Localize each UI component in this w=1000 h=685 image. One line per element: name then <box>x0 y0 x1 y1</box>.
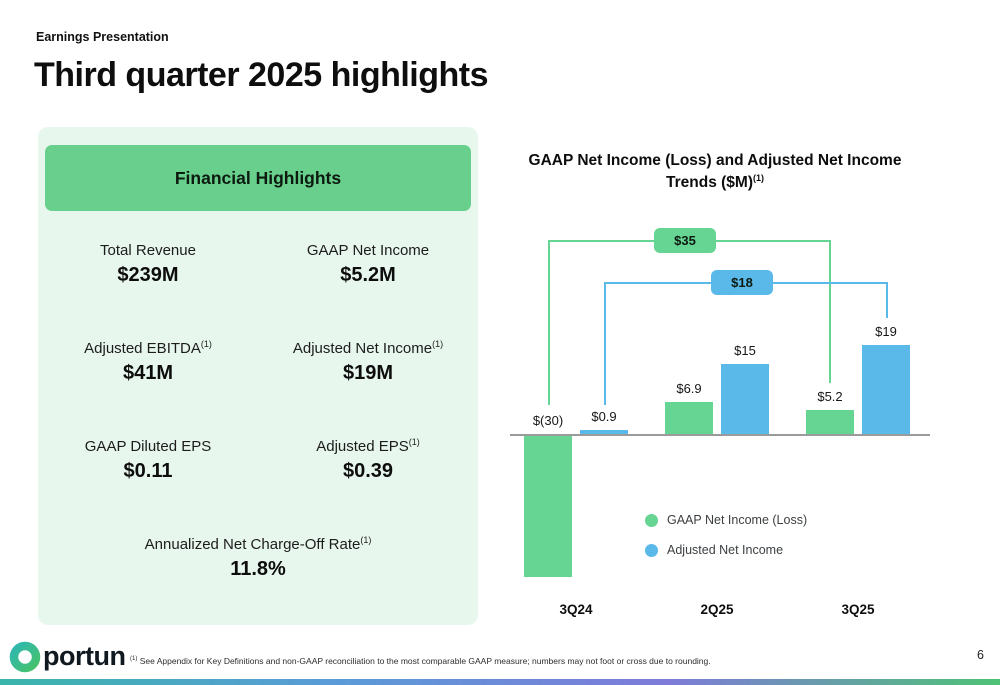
bar-value-label: $6.9 <box>676 380 702 396</box>
metric-value: $41M <box>122 362 174 384</box>
page-number: 6 <box>977 648 984 662</box>
category-label-3q25: 3Q25 <box>841 602 875 617</box>
bar-value-label: $0.9 <box>591 408 617 424</box>
category-label-2q25: 2Q25 <box>700 602 734 617</box>
panel-header: Financial Highlights <box>45 145 471 211</box>
metric-gaap-diluted-eps: GAAP Diluted EPS $0.11 <box>38 437 258 483</box>
bar-gaap-3q25 <box>806 409 854 434</box>
bar-adjusted-3q25 <box>862 344 910 434</box>
metric-adjusted-ebitda: Adjusted EBITDA(1) $41M <box>38 339 258 385</box>
metric-label: Total Revenue <box>100 242 196 259</box>
legend-dot-gaap <box>645 513 658 527</box>
metric-adjusted-net-income: Adjusted Net Income(1) $19M <box>258 339 478 385</box>
metric-value: $0.11 <box>123 460 173 482</box>
metric-value: $0.39 <box>342 460 394 482</box>
annotation-badge-adjusted: $18 <box>711 270 773 295</box>
bracket-adjusted-change-end <box>886 282 888 318</box>
metric-value: $19M <box>342 362 394 384</box>
annotation-badge-gaap: $35 <box>654 228 716 253</box>
metric-value: 11.8% <box>230 558 286 580</box>
bar-value-label: $19 <box>875 323 897 339</box>
metric-gaap-net-income: GAAP Net Income $5.2M <box>258 241 478 287</box>
chart-title: GAAP Net Income (Loss) and Adjusted Net … <box>528 152 902 192</box>
brand-strip <box>0 679 1000 685</box>
legend-dot-adjusted <box>645 543 658 557</box>
oportun-logo: portun <box>8 636 126 676</box>
legend-label: Adjusted Net Income <box>667 543 784 557</box>
bracket-gaap-change-end <box>829 240 831 383</box>
category-label-3q24: 3Q24 <box>559 602 593 617</box>
metric-label: GAAP Diluted EPS <box>84 438 212 455</box>
financial-highlights-panel: Financial Highlights Total Revenue $239M… <box>38 127 478 625</box>
metric-label: Annualized Net Charge-Off Rate(1) <box>144 535 372 553</box>
bar-value-label: $15 <box>734 342 756 358</box>
bar-chart: $35 $18 $(30) $0.9 3Q24 $6.9 $15 2Q25 $5.2 $19 3… <box>505 225 940 625</box>
oportun-logo-mark <box>9 641 41 673</box>
metric-adjusted-eps: Adjusted EPS(1) $0.39 <box>258 437 478 483</box>
x-axis-line <box>510 434 930 436</box>
metric-value: $239M <box>117 264 179 286</box>
page-title: Third quarter 2025 highlights <box>34 56 489 94</box>
chart-legend: GAAP Net Income (Loss) Adjusted Net Inco… <box>645 513 807 557</box>
metric-net-charge-off-rate: Annualized Net Charge-Off Rate(1) 11.8% <box>38 535 478 581</box>
bar-value-label: $(30) <box>532 413 564 428</box>
footnote: (1) See Appendix for Key Definitions and… <box>130 656 711 666</box>
metric-value: $5.2M <box>340 264 396 286</box>
metric-label: Adjusted EPS(1) <box>316 437 420 455</box>
logo-text: portun <box>43 640 126 671</box>
legend-label: GAAP Net Income (Loss) <box>667 513 808 527</box>
metric-label: GAAP Net Income <box>306 242 430 259</box>
bar-adjusted-2q25 <box>721 363 769 434</box>
metric-label: Adjusted Net Income(1) <box>292 339 444 357</box>
bar-adjusted-3q24 <box>580 429 628 434</box>
legend-item-gaap: GAAP Net Income (Loss) <box>645 513 807 527</box>
bar-value-label: $5.2 <box>817 388 843 404</box>
eyebrow: Earnings Presentation <box>36 30 169 44</box>
bar-gaap-3q24 <box>524 436 572 577</box>
metric-total-revenue: Total Revenue $239M <box>38 241 258 287</box>
metric-label: Adjusted EBITDA(1) <box>84 339 212 357</box>
legend-item-adjusted: Adjusted Net Income <box>645 543 807 557</box>
metrics-grid: Total Revenue $239M GAAP Net Income $5.2… <box>38 241 478 581</box>
bar-gaap-2q25 <box>665 401 713 434</box>
